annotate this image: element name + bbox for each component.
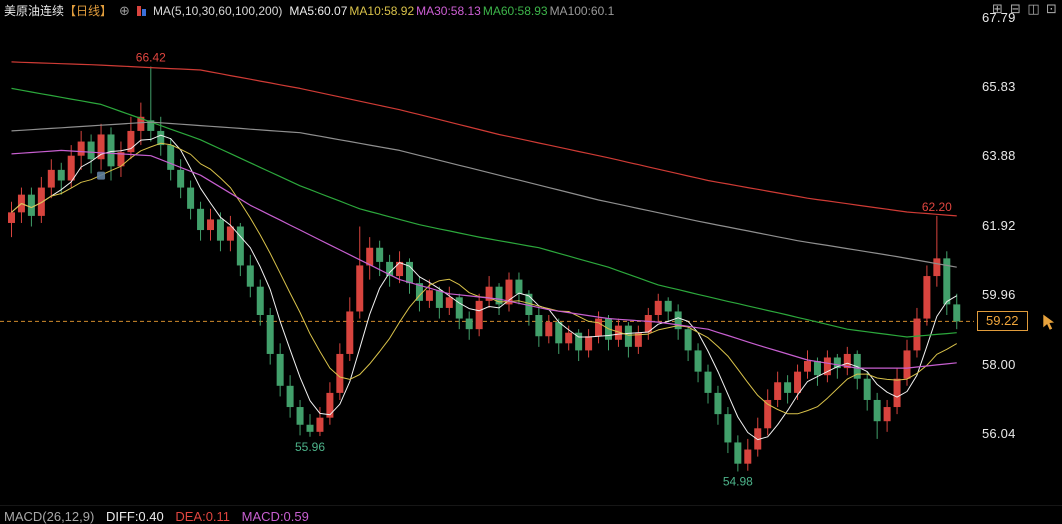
last-price-badge: 59.22 (977, 311, 1028, 331)
price-extreme-annotation: 55.96 (295, 440, 325, 454)
layout-horizontal-icon[interactable]: ⊟ (1010, 1, 1021, 16)
axis-tick-0: 67.79 (982, 10, 1016, 25)
add-indicator-icon[interactable]: ⊕ (119, 2, 130, 18)
macd-footer: MACD(26,12,9) DIFF:0.40 DEA:0.11 MACD:0.… (4, 509, 317, 524)
axis-tick-2: 63.88 (982, 148, 1016, 163)
axis-tick-3: 61.92 (982, 218, 1016, 233)
price-extreme-annotation: 54.98 (723, 474, 753, 488)
price-extreme-annotation: 62.20 (922, 200, 952, 214)
layout-single-icon[interactable]: ⊡ (1046, 1, 1057, 16)
layout-grid-icon[interactable]: ⊞ (992, 1, 1003, 16)
axis-tick-4: 59.96 (982, 287, 1016, 302)
ma-values-group: MA5:60.07 MA10:58.92 MA30:58.13 MA60:58.93 M… (289, 4, 616, 18)
ma-value-3: MA60:58.93 (482, 3, 548, 18)
kline-down-bar (141, 9, 146, 16)
ma-value-2: MA30:58.13 (416, 3, 481, 18)
kline-up-bar (136, 6, 141, 16)
macd-indicator-label[interactable]: MACD(26,12,9) (4, 509, 95, 524)
axis-tick-1: 65.83 (982, 79, 1016, 94)
axis-tick-5: 58.00 (982, 357, 1016, 372)
price-extreme-annotation: 66.42 (136, 50, 166, 64)
macd-dea-value: DEA:0.11 (175, 509, 231, 524)
period-label: 【日线】 (64, 4, 113, 18)
mouse-cursor (1042, 313, 1056, 331)
macd-macd-value: MACD:0.59 (241, 509, 309, 524)
ma-value-1: MA10:58.92 (349, 3, 415, 18)
ma-settings-label[interactable]: MA(5,10,30,60,100,200) (152, 3, 283, 18)
chart-header: 美原油连续 【日线】 ⊕ MA(5,10,30,60,100,200) MA5:6… (0, 0, 1062, 21)
axis-tick-6: 56.04 (982, 426, 1016, 441)
layout-vertical-icon[interactable]: ◫ (1027, 1, 1040, 16)
ma-value-0: MA5:60.07 (289, 3, 348, 18)
macd-diff-value: DIFF:0.40 (105, 509, 164, 524)
ma-value-4: MA100:60.1 (549, 3, 615, 18)
layout-toolbar: ⊞ ⊟ ◫ ⊡ (990, 1, 1059, 16)
symbol-title: 美原油连续 (4, 4, 65, 18)
pane-divider (0, 505, 1062, 506)
kline-style-icon[interactable] (136, 5, 146, 16)
